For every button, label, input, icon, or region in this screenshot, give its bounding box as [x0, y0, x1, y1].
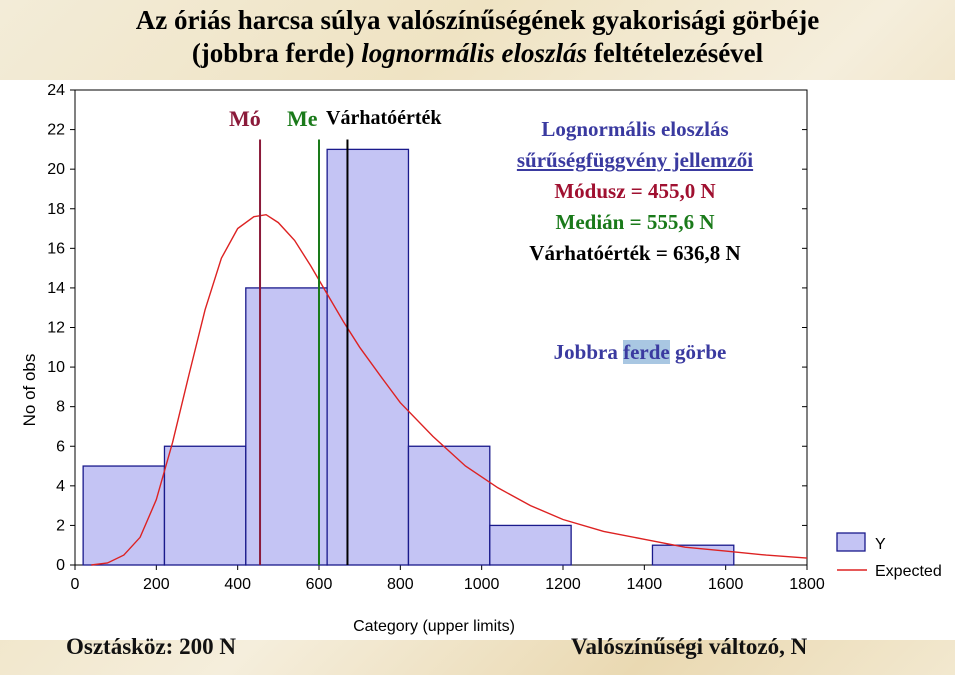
histogram-bar	[245, 287, 328, 566]
y-tick-label: 16	[47, 240, 65, 257]
y-tick-label: 10	[47, 359, 65, 376]
skew-note-c: görbe	[669, 340, 727, 364]
title-line-2b: lognormális eloszlás	[361, 38, 588, 68]
mean-marker-label: Várhatóérték	[326, 107, 442, 129]
expected-curve	[91, 213, 808, 566]
title-line-2c: feltételezésével	[587, 38, 764, 68]
skew-note: Jobbra ferde görbe	[470, 337, 810, 368]
info-median: Medián = 555,6 N	[555, 210, 715, 234]
y-tick-label: 8	[56, 399, 65, 416]
histogram-bar	[82, 465, 166, 566]
info-mean: Várhatóérték = 636,8 N	[529, 241, 741, 265]
x-tick-label: 1600	[708, 576, 744, 593]
x-tick-label: 200	[143, 576, 170, 593]
skew-note-a: Jobbra	[553, 340, 624, 364]
y-tick-label: 18	[47, 201, 65, 218]
histogram-bar	[163, 445, 247, 566]
legend-label-expected: Expected	[875, 563, 942, 580]
info-heading-2: sűrűségfüggvény jellemzői	[465, 145, 805, 176]
legend-swatch-y	[836, 532, 866, 552]
x-tick-label: 600	[306, 576, 333, 593]
x-tick-label: 800	[387, 576, 414, 593]
title-line-2a: (jobbra ferde)	[191, 38, 362, 68]
y-tick-label: 6	[56, 438, 65, 455]
x-axis-label: Category (upper limits)	[353, 618, 515, 635]
legend-label-y: Y	[875, 536, 886, 553]
plot-panel: 0 200 400 600 800 1000 1200 1400 1600 1800 0 2 4 6 8 10…	[0, 80, 955, 640]
info-mode: Módusz = 455,0 N	[554, 179, 716, 203]
skew-note-highlight: ferde	[623, 340, 670, 364]
expected-curve-group	[91, 213, 808, 566]
y-tick-label: 4	[56, 478, 65, 495]
tick-labels: 0 200 400 600 800 1000 1200 1400 1600 18000246810…	[47, 82, 825, 593]
y-tick-label: 12	[47, 320, 65, 337]
y-tick-label: 20	[47, 161, 65, 178]
x-tick-label: 0	[71, 576, 80, 593]
footer-bin-width: Osztásköz: 200 N	[66, 634, 236, 659]
page-title: Az óriás harcsa súlya valószínűségének g…	[0, 4, 955, 70]
y-tick-label: 22	[47, 122, 65, 139]
histogram-chart: 0 200 400 600 800 1000 1200 1400 1600 18000246810…	[20, 82, 942, 635]
footer-variable: Valószínűségi változó, N	[571, 634, 808, 659]
y-tick-label: 2	[56, 517, 65, 534]
histogram-bar	[489, 524, 572, 566]
title-line-1: Az óriás harcsa súlya valószínűségének g…	[135, 5, 820, 35]
x-tick-label: 1800	[789, 576, 825, 593]
x-tick-label: 1200	[545, 576, 581, 593]
x-tick-label: 1400	[627, 576, 663, 593]
x-tick-label: 1000	[464, 576, 500, 593]
y-tick-label: 14	[47, 280, 65, 297]
y-tick-label: 24	[47, 82, 65, 99]
mode-marker-label: Mó	[229, 106, 261, 131]
info-heading-1: Lognormális eloszlás	[541, 117, 729, 141]
histogram-bar	[407, 445, 491, 566]
median-marker-label: Me	[287, 106, 318, 131]
marker-lines	[259, 139, 349, 565]
y-axis-label: No of obs	[20, 354, 39, 427]
info-heading-2-text: sűrűségfüggvény jellemzői	[516, 148, 754, 172]
histogram-bar	[326, 148, 410, 566]
title-line-2: (jobbra ferde) lognormális eloszlás felt…	[0, 37, 955, 70]
legend: Y Expected	[836, 532, 942, 580]
x-tick-label: 400	[224, 576, 251, 593]
y-tick-label: 0	[56, 557, 65, 574]
